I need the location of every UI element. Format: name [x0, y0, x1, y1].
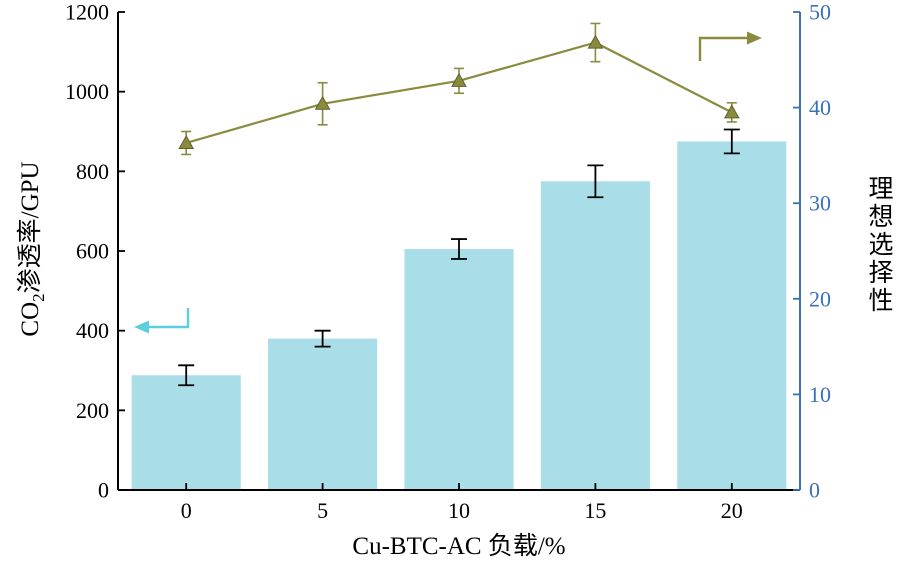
left-axis-title: CO2渗透率/GPU [10, 99, 48, 399]
permeance-bar [404, 249, 514, 490]
left-tick-label: 1000 [65, 79, 109, 104]
left-axis-arrowhead-icon [134, 320, 149, 334]
right-tick-label: 20 [809, 286, 831, 311]
right-tick-label: 40 [809, 95, 831, 120]
left-axis-arrow-icon [146, 308, 190, 329]
permeance-bar [131, 375, 241, 490]
right-tick-label: 0 [809, 478, 820, 503]
x-tick-label: 5 [317, 498, 328, 523]
left-tick-label: 600 [76, 239, 109, 264]
right-axis-arrow-icon [698, 36, 748, 61]
x-tick-label: 10 [448, 498, 470, 523]
left-tick-label: 1200 [65, 0, 109, 25]
left-axis-title-suffix: 渗透率/GPU [17, 161, 44, 294]
x-axis-title: Cu-BTC-AC 负载/% [352, 533, 566, 560]
left-axis-title-prefix: CO [17, 301, 44, 337]
permeance-bar [677, 141, 787, 491]
triangle-marker-icon [723, 104, 740, 119]
right-tick-label: 50 [809, 0, 831, 25]
left-tick-label: 0 [98, 478, 109, 503]
x-tick-label: 20 [721, 498, 743, 523]
triangle-marker-icon [587, 34, 604, 49]
left-axis-title-subscript: 2 [29, 293, 48, 302]
right-axis-title: 理想选择性 [865, 175, 892, 315]
right-tick-label: 30 [809, 191, 831, 216]
left-tick-label: 200 [76, 398, 109, 423]
triangle-marker-icon [314, 95, 331, 110]
permeance-bar [540, 181, 650, 490]
x-tick-label: 0 [181, 498, 192, 523]
left-tick-label: 400 [76, 318, 109, 343]
permeance-bar [268, 338, 378, 490]
left-tick-label: 800 [76, 159, 109, 184]
right-tick-label: 10 [809, 382, 831, 407]
triangle-marker-icon [451, 72, 467, 87]
right-axis-arrowhead-icon [747, 31, 762, 45]
triangle-marker-icon [178, 134, 195, 149]
x-tick-label: 15 [584, 498, 606, 523]
